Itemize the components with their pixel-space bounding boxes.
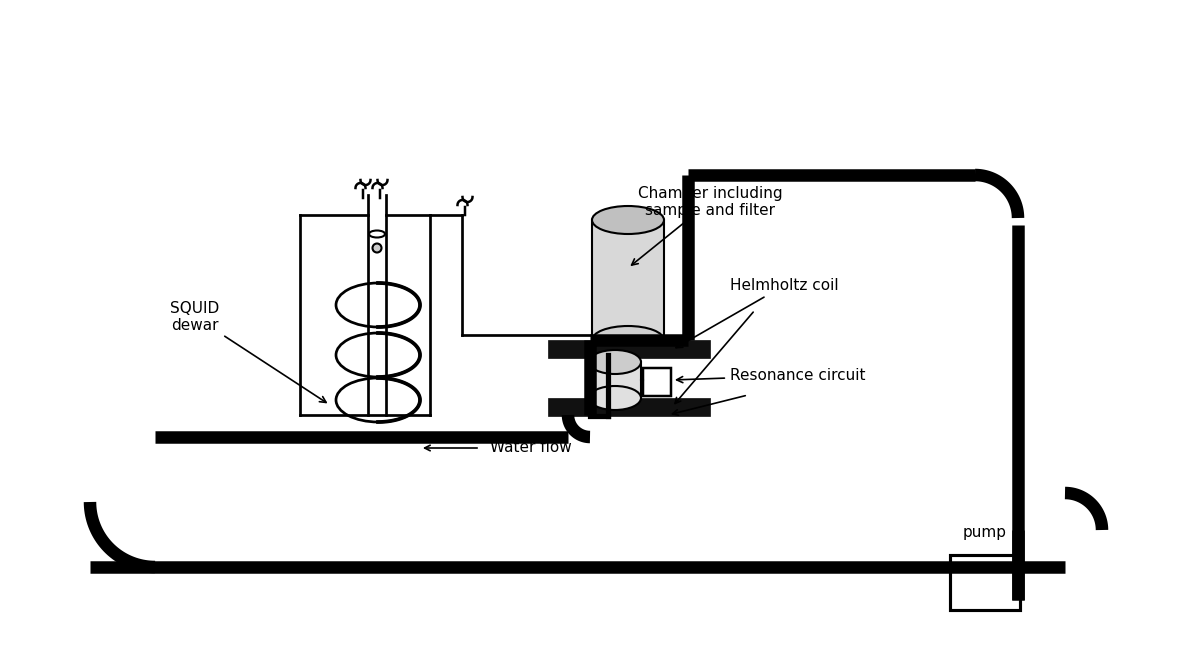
Text: Water flow: Water flow [490, 441, 571, 455]
Polygon shape [549, 340, 710, 358]
Bar [643, 368, 671, 396]
Bar [950, 555, 1020, 610]
Ellipse shape [589, 386, 641, 410]
Polygon shape [549, 398, 710, 416]
Ellipse shape [591, 206, 664, 234]
Ellipse shape [591, 326, 664, 354]
Text: Helmholtz coil: Helmholtz coil [676, 278, 839, 348]
Polygon shape [591, 220, 664, 340]
Text: SQUID
dewar: SQUID dewar [170, 301, 326, 402]
Text: pump: pump [963, 525, 1007, 540]
Text: Resonance circuit: Resonance circuit [677, 368, 865, 383]
Polygon shape [589, 362, 641, 398]
Ellipse shape [589, 350, 641, 374]
Text: Chamber including
sample and filter: Chamber including sample and filter [632, 186, 782, 265]
Ellipse shape [372, 243, 382, 252]
